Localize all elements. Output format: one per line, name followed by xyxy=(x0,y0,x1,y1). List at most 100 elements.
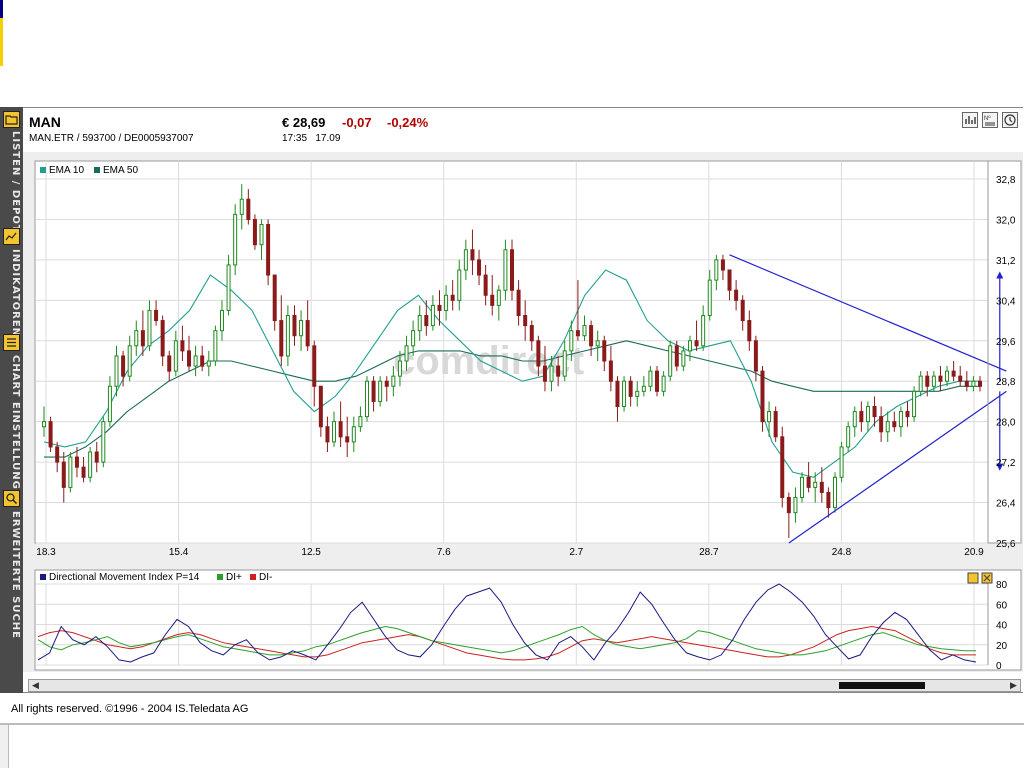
dmi-series-line xyxy=(37,625,976,661)
candle-body xyxy=(931,375,936,387)
candle-body xyxy=(503,249,508,291)
main-grid xyxy=(36,161,988,544)
x-tick-label: 20.9 xyxy=(964,547,984,558)
last-price: € 28,69 xyxy=(282,115,326,130)
candle-body xyxy=(668,345,673,377)
legend-swatch-ema50 xyxy=(94,167,100,173)
candle-body xyxy=(516,289,521,317)
candle-body xyxy=(780,436,785,499)
candle-body xyxy=(714,259,719,281)
dmi-y-tick-label: 60 xyxy=(996,600,1008,611)
candle-body xyxy=(378,380,383,402)
quote-time: 17:35 xyxy=(282,133,308,144)
sidebar-item-listen-depot[interactable]: LISTEN / DEPOT xyxy=(10,131,21,233)
candle-body xyxy=(42,421,46,428)
candle-body xyxy=(951,370,956,377)
candle-body xyxy=(450,294,455,301)
candle-body xyxy=(879,416,884,433)
dmi-close-glyph xyxy=(983,574,991,582)
chart-type-icon[interactable] xyxy=(962,112,978,128)
bottom-left-strip xyxy=(0,725,9,768)
candle-body xyxy=(648,370,653,387)
x-tick-label: 15.4 xyxy=(169,547,189,558)
y-tick-label: 28,8 xyxy=(996,377,1016,388)
candle-body xyxy=(826,491,831,509)
candle-body xyxy=(734,289,739,301)
candle-body xyxy=(720,259,725,271)
price-change-pct: -0,24% xyxy=(387,115,429,130)
candle-body xyxy=(681,350,686,367)
dmi-series-line xyxy=(37,583,977,663)
settings-list-icon[interactable] xyxy=(3,334,20,351)
candle-body xyxy=(859,411,864,423)
candle-body xyxy=(694,340,699,347)
candle-body xyxy=(430,304,435,327)
candle-body xyxy=(839,446,844,478)
y-tick-label: 28,0 xyxy=(996,418,1016,429)
candle-body xyxy=(773,411,778,438)
candles xyxy=(42,184,982,538)
candle-body xyxy=(760,370,765,423)
candle-body xyxy=(569,330,574,352)
candle-body xyxy=(364,380,369,418)
candle-body xyxy=(332,421,337,443)
candle-body xyxy=(483,274,488,296)
candle-body xyxy=(246,198,251,220)
candle-body xyxy=(628,380,633,397)
indicator-icon[interactable] xyxy=(3,228,20,245)
number-format-icon[interactable]: Nº xyxy=(982,112,998,128)
folder-icon[interactable] xyxy=(3,111,20,128)
candle-body xyxy=(127,345,132,377)
candle-body xyxy=(213,330,218,362)
candle-body xyxy=(88,451,93,478)
candle-body xyxy=(154,309,159,322)
y-tick-label: 30,4 xyxy=(996,296,1016,307)
x-tick-label: 24.8 xyxy=(832,547,852,558)
candle-body xyxy=(345,436,350,443)
sidebar-item-indikatoren[interactable]: INDIKATOREN xyxy=(10,249,21,338)
candle-body xyxy=(885,421,890,433)
candle-body xyxy=(233,213,238,266)
horizontal-scrollbar[interactable]: ◀ ▶ xyxy=(28,679,1021,692)
scroll-left-icon[interactable]: ◀ xyxy=(32,680,39,690)
candle-body xyxy=(437,304,442,311)
candle-body xyxy=(912,390,917,418)
candle-body xyxy=(219,309,224,332)
x-tick-label: 28.7 xyxy=(699,547,719,558)
y-tick-label: 25,6 xyxy=(996,539,1016,550)
x-tick-label: 7.6 xyxy=(437,547,451,558)
candle-body xyxy=(496,289,501,306)
candle-body xyxy=(391,375,396,387)
candle-body xyxy=(846,426,851,448)
trend-line xyxy=(788,390,1007,544)
candle-body xyxy=(905,411,910,418)
candle-body xyxy=(602,340,607,362)
search-icon[interactable] xyxy=(3,490,20,507)
candle-body xyxy=(595,340,600,347)
candle-body xyxy=(490,294,495,306)
candle-body xyxy=(338,421,343,438)
legend-swatch-ema10 xyxy=(40,167,46,173)
clock-icon[interactable] xyxy=(1002,112,1018,128)
candle-body xyxy=(674,345,679,367)
candle-body xyxy=(819,481,824,493)
sidebar-item-chart-einstellungen[interactable]: CHART EINSTELLUNGEN xyxy=(10,355,21,508)
dmi-legend: Directional Movement Index P=14 DI+ DI- xyxy=(40,572,272,583)
candle-body xyxy=(107,385,112,423)
dmi-y-tick-label: 80 xyxy=(996,580,1008,591)
dmi-y-tick-label: 0 xyxy=(996,661,1002,672)
trend-lines xyxy=(729,254,1007,544)
dmi-settings-icon[interactable] xyxy=(967,572,979,584)
candle-body xyxy=(404,345,409,362)
candle-body xyxy=(615,380,620,408)
candle-body xyxy=(411,330,416,347)
quote-timestamp: 17:35 17.09 xyxy=(282,133,340,144)
legend-swatch-di-plus xyxy=(217,574,223,580)
scroll-right-icon[interactable]: ▶ xyxy=(1010,680,1017,690)
candle-body xyxy=(477,259,482,276)
candle-body xyxy=(562,350,567,377)
scroll-thumb[interactable] xyxy=(839,682,925,689)
sidebar-item-erweiterte-suche[interactable]: ERWEITERTE SUCHE xyxy=(10,511,21,640)
candle-body xyxy=(832,476,837,509)
candle-body xyxy=(641,385,646,392)
